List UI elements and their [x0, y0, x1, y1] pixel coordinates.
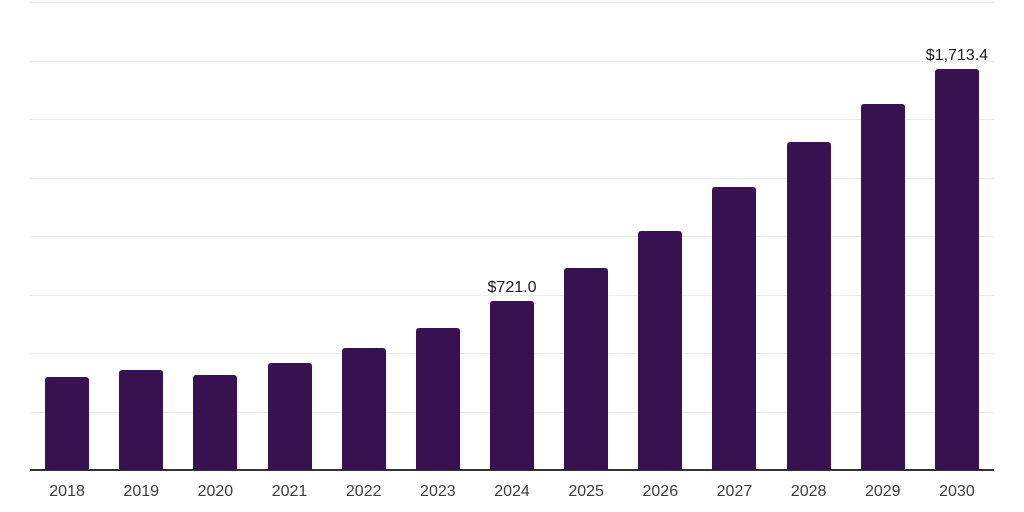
plot-area: $721.0 $1,713.4 — [30, 2, 994, 471]
x-tick-2025: 2025 — [568, 483, 604, 500]
x-tick-2023: 2023 — [420, 483, 456, 500]
bar-2028[interactable] — [786, 142, 831, 470]
x-tick-2020: 2020 — [197, 483, 234, 500]
bar-2023[interactable] — [415, 327, 460, 470]
bar-2022[interactable] — [341, 347, 386, 470]
gridline-1500 — [30, 119, 994, 120]
bar-2020[interactable] — [193, 375, 238, 470]
bar-2024[interactable] — [490, 301, 534, 470]
bar-2019[interactable] — [119, 370, 164, 470]
data-label-2024: $721.0 — [487, 279, 537, 297]
bar-2021[interactable] — [267, 362, 312, 470]
bar-2025[interactable] — [564, 268, 609, 470]
bar-2027[interactable] — [712, 186, 757, 470]
x-tick-2026: 2026 — [642, 483, 679, 500]
gridline-1750 — [30, 60, 994, 62]
bar-2029[interactable] — [860, 104, 905, 470]
x-tick-2018: 2018 — [49, 483, 85, 500]
gridline-1000 — [30, 236, 994, 237]
x-tick-2030: 2030 — [939, 483, 975, 500]
x-axis-labels: 2018 2019 2020 2021 2022 2023 2024 2025 2026 2027… — [30, 482, 994, 506]
bar-2030[interactable] — [934, 69, 979, 470]
x-tick-2029: 2029 — [864, 483, 901, 500]
x-tick-2024: 2024 — [494, 483, 530, 500]
bar-2018[interactable] — [45, 376, 90, 470]
gridline-2000 — [30, 2, 994, 3]
bar-2026[interactable] — [638, 230, 683, 470]
x-axis-line — [30, 469, 994, 471]
x-tick-2028: 2028 — [790, 483, 827, 500]
x-tick-2022: 2022 — [345, 483, 382, 500]
x-tick-2019: 2019 — [123, 483, 160, 500]
x-tick-2027: 2027 — [716, 483, 753, 500]
gridline-1250 — [30, 177, 994, 179]
data-label-2030: $1,713.4 — [925, 47, 989, 65]
x-tick-2021: 2021 — [271, 483, 308, 500]
